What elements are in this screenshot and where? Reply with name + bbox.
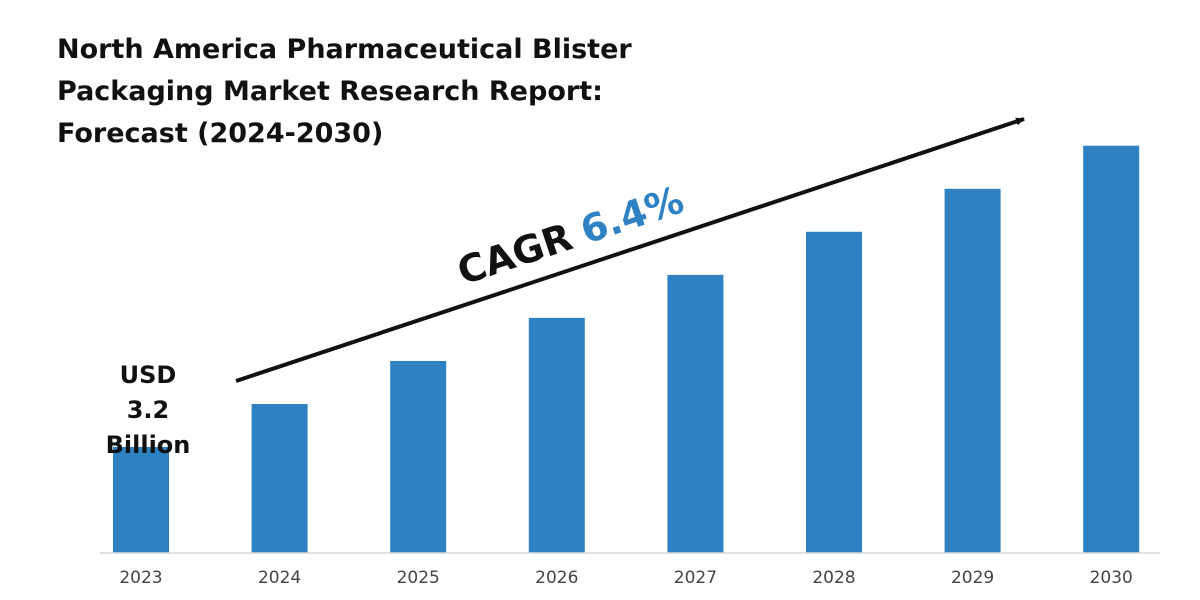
x-axis-ticks: 2023 2024 2025 2026 2027 2028 2029 2030 — [119, 568, 1132, 588]
x-tick-label-2026: 2026 — [535, 568, 578, 588]
bar-2026 — [528, 317, 585, 553]
bar-2025 — [390, 361, 447, 553]
bar-2023 — [113, 447, 169, 553]
x-tick-label-2027: 2027 — [674, 568, 717, 588]
chart-title-line-1: North America Pharmaceutical Blister — [57, 34, 632, 65]
data-label-line-2: 3.2 — [127, 396, 170, 424]
bar-2024 — [251, 404, 308, 553]
bar-2027 — [667, 274, 724, 553]
bar-2029 — [944, 188, 1001, 554]
chart-title: North America Pharmaceutical Blister Pac… — [57, 34, 632, 149]
cagr-trend-arrow — [235, 117, 1025, 383]
x-tick-label-2028: 2028 — [812, 568, 855, 588]
x-tick-label-2025: 2025 — [397, 568, 440, 588]
x-tick-label-2024: 2024 — [258, 568, 301, 588]
x-tick-label-2023: 2023 — [119, 568, 162, 588]
bars-group — [113, 145, 1140, 554]
bar-2028 — [806, 231, 862, 554]
bar-data-label: USD 3.2 Billion — [106, 361, 191, 459]
cagr-value: 6.4% — [575, 178, 689, 253]
data-label-line-1: USD — [120, 361, 177, 389]
cagr-annotation: CAGR6.4% — [452, 178, 689, 294]
x-tick-label-2030: 2030 — [1090, 568, 1133, 588]
chart-title-line-2: Packaging Market Research Report: — [57, 76, 603, 107]
chart-title-line-3: Forecast (2024-2030) — [57, 118, 383, 149]
x-tick-label-2029: 2029 — [951, 568, 994, 588]
bar-2030 — [1083, 145, 1140, 553]
cagr-prefix: CAGR — [452, 215, 578, 294]
data-label-line-3: Billion — [106, 431, 191, 459]
